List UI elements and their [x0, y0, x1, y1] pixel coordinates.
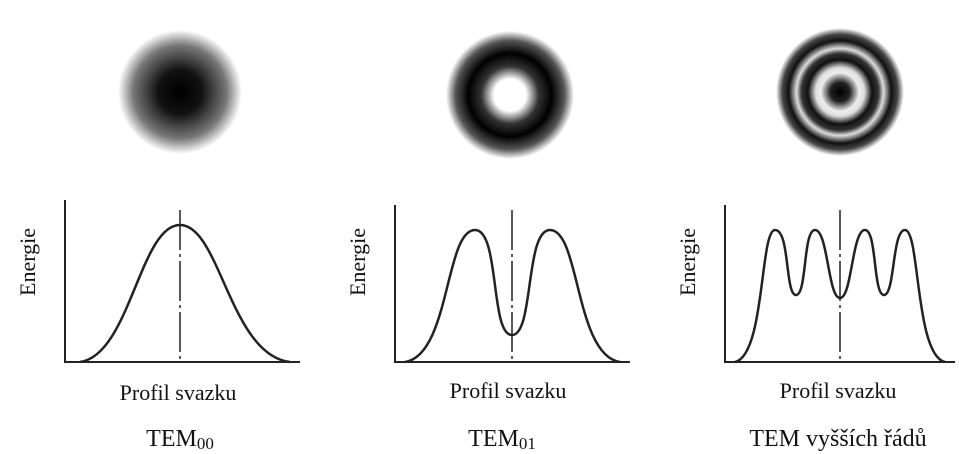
caption-text: TEM vyšších řádů — [749, 426, 926, 452]
x-label: Profil svazku — [450, 378, 567, 403]
diagram: Energie Profil svazku TEM00 Energie Prof… — [0, 0, 959, 454]
profile-plot — [395, 205, 630, 362]
beam-spot — [776, 28, 904, 156]
x-label: Profil svazku — [780, 378, 897, 403]
beam-spot — [118, 30, 242, 154]
beam-spot — [446, 31, 574, 159]
profile-plot — [725, 205, 955, 362]
x-label: Profil svazku — [120, 380, 237, 405]
caption-text: TEM — [468, 426, 519, 452]
y-label: Energie — [15, 228, 40, 296]
caption-subscript: 01 — [519, 434, 536, 453]
caption-text: TEM — [146, 426, 197, 452]
profile-plot — [65, 200, 300, 362]
caption: TEM00 — [146, 426, 214, 453]
caption-subscript: 00 — [197, 434, 214, 453]
y-label: Energie — [345, 228, 370, 296]
y-label: Energie — [675, 228, 700, 296]
caption: TEM01 — [468, 426, 536, 453]
caption: TEM vyšších řádů — [749, 426, 926, 452]
profile-curve — [80, 225, 290, 362]
